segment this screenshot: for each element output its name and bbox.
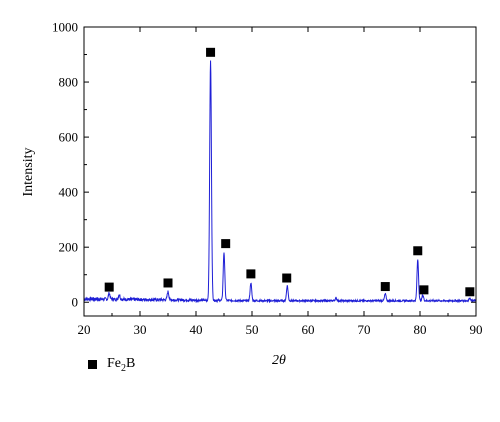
- intensity-line: [83, 60, 477, 304]
- y-tick-label: 0: [72, 295, 79, 310]
- x-tick-label: 70: [358, 322, 371, 337]
- fe2b-peak-marker: [246, 269, 256, 279]
- x-tick-label: 80: [414, 322, 427, 337]
- legend-label: Fe2B: [107, 356, 136, 374]
- plot-area: [83, 47, 477, 304]
- x-axis-label: 2θ: [272, 353, 286, 368]
- legend: Fe2B: [88, 356, 135, 374]
- x-tick-label: 50: [246, 322, 259, 337]
- y-tick-label: 400: [59, 185, 79, 200]
- fe2b-peak-marker: [104, 282, 114, 292]
- fe2b-peak-marker: [163, 278, 173, 288]
- fe2b-peak-marker: [419, 285, 429, 295]
- legend-square-marker: [88, 360, 97, 370]
- y-tick-label: 1000: [52, 20, 78, 35]
- x-tick-label: 40: [190, 322, 203, 337]
- y-tick-label: 600: [59, 130, 79, 145]
- x-tick-label: 20: [78, 322, 91, 337]
- fe2b-peak-marker: [206, 47, 216, 57]
- fe2b-peak-marker: [380, 282, 390, 292]
- fe2b-peak-marker: [465, 287, 475, 297]
- x-tick-label: 90: [470, 322, 483, 337]
- axes: 20 30 40 50 60 70 80 90 0 200 400 600 800 1000: [52, 20, 483, 338]
- x-tick-label: 60: [302, 322, 315, 337]
- y-tick-label: 200: [59, 240, 79, 255]
- x-tick-label: 30: [134, 322, 147, 337]
- fe2b-peak-marker: [282, 273, 292, 283]
- fe2b-peak-marker: [413, 246, 423, 256]
- y-tick-label: 800: [59, 75, 79, 90]
- fe2b-peak-marker: [221, 239, 231, 249]
- y-axis-label: Intensity: [21, 148, 36, 197]
